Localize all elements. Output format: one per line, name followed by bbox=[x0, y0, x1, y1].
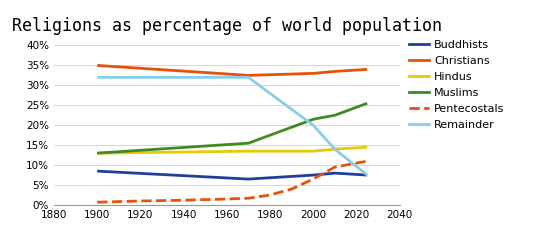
Pentecostals bbox=[288, 188, 295, 190]
Remainder bbox=[245, 76, 252, 79]
Pentecostals bbox=[180, 199, 187, 202]
Remainder bbox=[364, 174, 370, 176]
Christians bbox=[245, 74, 252, 77]
Hindus bbox=[332, 148, 338, 151]
Remainder bbox=[94, 76, 100, 79]
Pentecostals bbox=[94, 201, 100, 204]
Hindus bbox=[310, 150, 316, 153]
Hindus bbox=[94, 152, 100, 155]
Remainder bbox=[310, 124, 316, 127]
Buddhists bbox=[94, 170, 100, 172]
Muslims bbox=[364, 102, 370, 105]
Line: Muslims: Muslims bbox=[97, 103, 367, 153]
Pentecostals bbox=[245, 197, 252, 200]
Hindus bbox=[364, 146, 370, 149]
Muslims bbox=[310, 118, 316, 121]
Hindus bbox=[245, 150, 252, 153]
Buddhists bbox=[332, 172, 338, 174]
Line: Remainder: Remainder bbox=[97, 78, 367, 175]
Christians bbox=[94, 64, 100, 67]
Christians bbox=[310, 72, 316, 75]
Pentecostals bbox=[267, 194, 273, 196]
Pentecostals bbox=[224, 198, 230, 200]
Muslims bbox=[245, 142, 252, 145]
Pentecostals bbox=[364, 160, 370, 163]
Buddhists bbox=[310, 174, 316, 176]
Remainder bbox=[332, 148, 338, 151]
Title: Religions as percentage of world population: Religions as percentage of world populat… bbox=[12, 16, 442, 34]
Muslims bbox=[332, 114, 338, 117]
Pentecostals bbox=[332, 166, 338, 168]
Buddhists bbox=[364, 174, 370, 176]
Line: Christians: Christians bbox=[97, 66, 367, 76]
Christians bbox=[332, 70, 338, 73]
Pentecostals bbox=[137, 200, 144, 202]
Legend: Buddhists, Christians, Hindus, Muslims, Pentecostals, Remainder: Buddhists, Christians, Hindus, Muslims, … bbox=[409, 40, 504, 130]
Pentecostals bbox=[310, 178, 316, 180]
Line: Pentecostals: Pentecostals bbox=[97, 161, 367, 202]
Christians bbox=[364, 68, 370, 71]
Buddhists bbox=[245, 178, 252, 180]
Muslims bbox=[94, 152, 100, 155]
Line: Hindus: Hindus bbox=[97, 147, 367, 153]
Line: Buddhists: Buddhists bbox=[97, 171, 367, 179]
